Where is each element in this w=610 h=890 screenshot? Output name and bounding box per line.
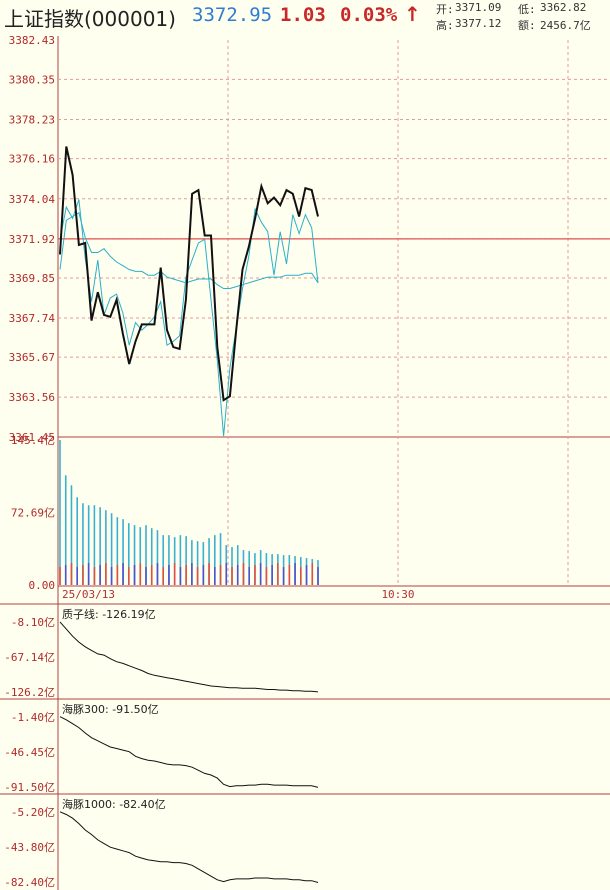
y-tick-label: 3361.45 [9, 431, 55, 444]
low-value: 3362.82 [540, 1, 587, 14]
indicator-tick-label: -5.20亿 [11, 806, 55, 819]
indicator-title: 海豚1000: -82.40亿 [62, 797, 166, 811]
indicator-tick-label: -82.40亿 [4, 876, 55, 889]
last-price: 3372.95 [192, 4, 273, 26]
indicator-tick-label: -43.80亿 [4, 841, 55, 854]
price-line [59, 146, 319, 402]
indicator-title: 质子线: -126.19亿 [62, 607, 156, 621]
indicator-title: 海豚300: -91.50亿 [62, 702, 159, 716]
indicator-tick-label: -126.2亿 [4, 686, 55, 699]
y-tick-label: 3380.35 [9, 73, 55, 86]
volume-tick-label: 145.4亿 [11, 434, 55, 447]
amount-label: 额: [518, 19, 536, 32]
y-tick-label: 3365.67 [9, 351, 55, 364]
average-price-line [59, 212, 319, 289]
y-tick-label: 3369.85 [9, 272, 55, 285]
indicator-line [59, 716, 319, 788]
open-value: 3371.09 [455, 1, 502, 14]
y-tick-label: 3367.74 [9, 312, 56, 325]
indicator-line [59, 811, 319, 883]
indicator-line [59, 621, 319, 693]
open-label: 开: [436, 3, 454, 16]
volatile-avg-line [59, 199, 319, 437]
indicator-tick-label: -46.45亿 [4, 746, 55, 759]
y-tick-label: 3376.16 [9, 153, 55, 166]
up-arrow-icon: ↑ [404, 2, 421, 26]
quote-header: 上证指数(000001) 3372.95 1.03 0.03% ↑ 开: 337… [0, 0, 610, 36]
volume-tick-label: 72.69亿 [11, 507, 55, 520]
y-tick-label: 3371.92 [9, 233, 55, 246]
y-tick-label: 3378.23 [9, 113, 55, 126]
amount-value: 2456.7亿 [540, 19, 591, 32]
price-change-pct: 0.03% [340, 4, 398, 26]
date-label: 25/03/13 [62, 588, 115, 601]
y-tick-label: 3382.43 [9, 34, 55, 47]
indicator-tick-label: -1.40亿 [11, 711, 55, 724]
index-title: 上证指数(000001) [4, 7, 176, 31]
y-tick-label: 3363.56 [9, 391, 55, 404]
low-label: 低: [518, 3, 536, 16]
y-tick-label: 3374.04 [9, 193, 56, 206]
indicator-tick-label: -8.10亿 [11, 616, 55, 629]
indicator-tick-label: -91.50亿 [4, 781, 55, 794]
high-label: 高: [436, 19, 454, 32]
time-label: 10:30 [381, 588, 414, 601]
volume-tick-label: 0.00 [29, 579, 56, 592]
indicator-tick-label: -67.14亿 [4, 651, 55, 664]
high-value: 3377.12 [455, 17, 502, 30]
price-change: 1.03 [280, 4, 326, 26]
